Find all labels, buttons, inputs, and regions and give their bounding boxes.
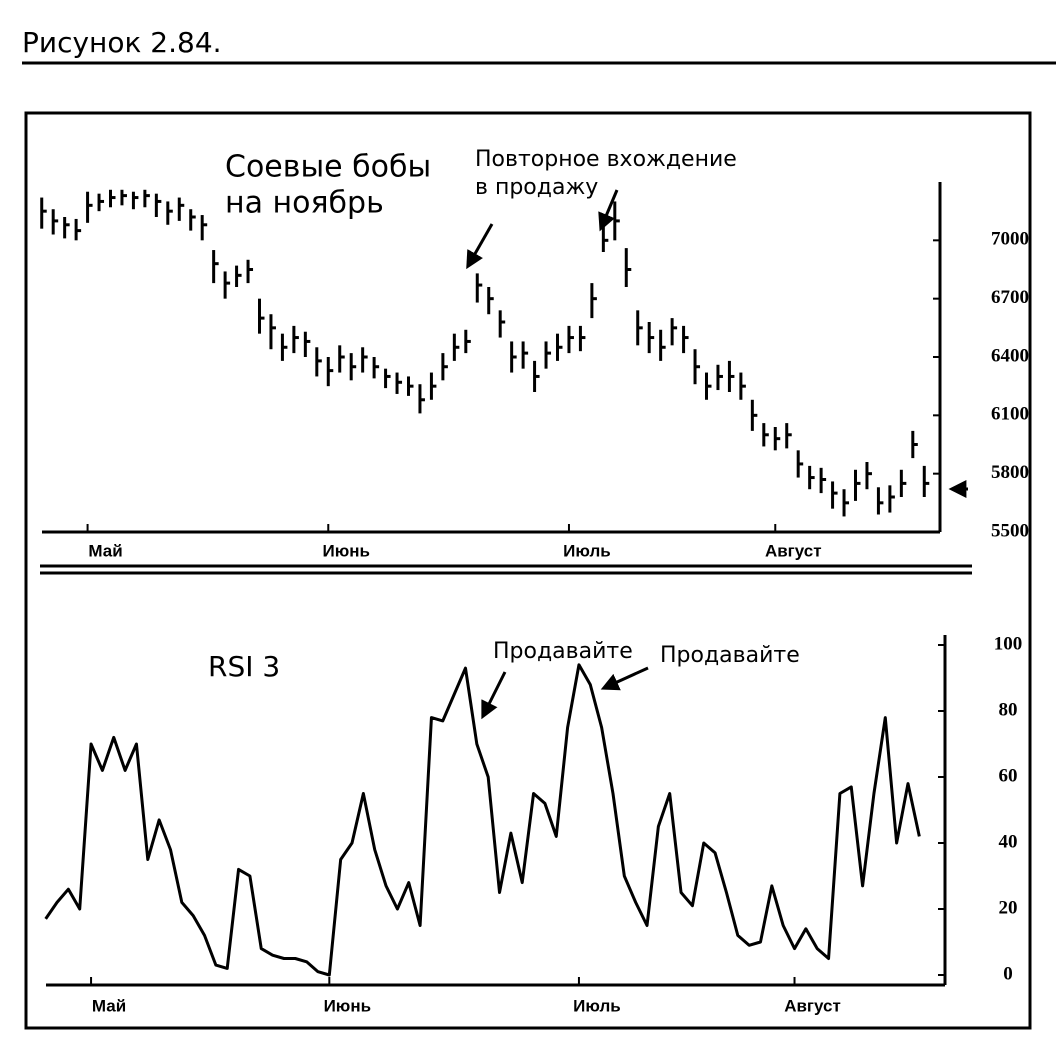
x-tick-label: Август: [784, 996, 841, 1015]
arrow: [481, 671, 507, 720]
rsi-line: [44, 663, 921, 977]
x-tick-label: Июнь: [323, 541, 370, 560]
y-tick-label: 6700: [991, 287, 1029, 308]
arrow: [466, 223, 494, 270]
y-tick-label: 80: [999, 699, 1018, 720]
y-tick-label: 7000: [991, 229, 1029, 250]
y-tick-label: 0: [1003, 963, 1013, 984]
frame: [24, 111, 1032, 1030]
y-tick-label: 20: [999, 897, 1018, 918]
y-tick-label: 6100: [991, 404, 1029, 425]
y-tick-label: 5800: [991, 462, 1029, 483]
arrow: [598, 189, 619, 232]
annotation: в продажу: [475, 175, 598, 200]
x-tick-label: Август: [765, 541, 822, 560]
figure-label: Рисунок 2.84.: [22, 26, 222, 59]
y-tick-label: 40: [999, 831, 1018, 852]
x-tick-label: Июль: [573, 996, 621, 1015]
y-tick-label: 60: [999, 765, 1018, 786]
y-tick-label: 100: [994, 633, 1023, 654]
annotation: Продавайте: [660, 643, 800, 668]
x-tick-label: Июль: [563, 541, 611, 560]
arrow: [600, 666, 649, 691]
chart-title: RSI 3: [208, 650, 280, 683]
annotation: Продавайте: [493, 639, 633, 664]
chart-title: на ноябрь: [225, 186, 384, 221]
x-tick-label: Май: [88, 541, 122, 560]
annotation: Повторное вхождение: [475, 147, 737, 172]
x-tick-label: Май: [92, 996, 126, 1015]
y-tick-label: 5500: [991, 520, 1029, 541]
x-tick-label: Июнь: [324, 996, 371, 1015]
y-tick-label: 6400: [991, 345, 1029, 366]
chart-title: Соевые бобы: [225, 150, 431, 185]
